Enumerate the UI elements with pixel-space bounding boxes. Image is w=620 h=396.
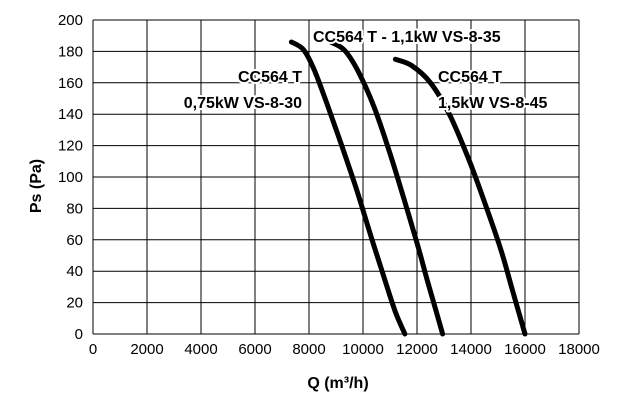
series-label-1: CC564 T: [238, 69, 302, 86]
y-tick-label: 200: [58, 12, 83, 29]
x-tick-label: 0: [89, 341, 97, 358]
performance-curve-2: [328, 39, 446, 337]
x-tick-label: 18000: [558, 341, 600, 358]
series-label-1: 0,75kW VS-8-30: [184, 95, 302, 112]
y-tick-label: 160: [58, 75, 83, 92]
x-tick-label: 10000: [342, 341, 384, 358]
y-tick-label: 180: [58, 43, 83, 60]
performance-curves: [288, 39, 528, 337]
y-tick-label: 120: [58, 138, 83, 155]
x-tick-label: 14000: [450, 341, 492, 358]
x-tick-label: 8000: [292, 341, 325, 358]
x-tick-label: 4000: [184, 341, 217, 358]
y-tick-label: 140: [58, 106, 83, 123]
y-axis-title: Ps (Pa): [28, 159, 45, 213]
series-label-2: CC564 T - 1,1kW VS-8-35: [313, 29, 501, 46]
y-tick-label: 40: [66, 263, 83, 280]
y-tick-label: 80: [66, 200, 83, 217]
y-tick-label: 100: [58, 169, 83, 186]
y-tick-label: 20: [66, 295, 83, 312]
x-tick-label: 6000: [238, 341, 271, 358]
performance-curve-3: [392, 56, 528, 337]
x-axis-title: Q (m³/h): [307, 375, 368, 392]
series-label-3: CC564 T: [438, 69, 502, 86]
x-tick-label: 12000: [396, 341, 438, 358]
performance-curve-1: [288, 39, 408, 337]
series-label-3: 1,5kW VS-8-45: [438, 95, 547, 112]
grid: [92, 19, 580, 335]
series-labels: CC564 T 0,75kW VS-8-30 CC564 T - 1,1kW VS-…: [182, 27, 550, 114]
tick-labels: 0 2000 4000 6000 8000 10000 12000 14000 16000 180…: [58, 12, 600, 358]
x-tick-label: 2000: [130, 341, 163, 358]
y-tick-label: 60: [66, 232, 83, 249]
x-tick-label: 16000: [504, 341, 546, 358]
y-tick-label: 0: [75, 326, 83, 343]
